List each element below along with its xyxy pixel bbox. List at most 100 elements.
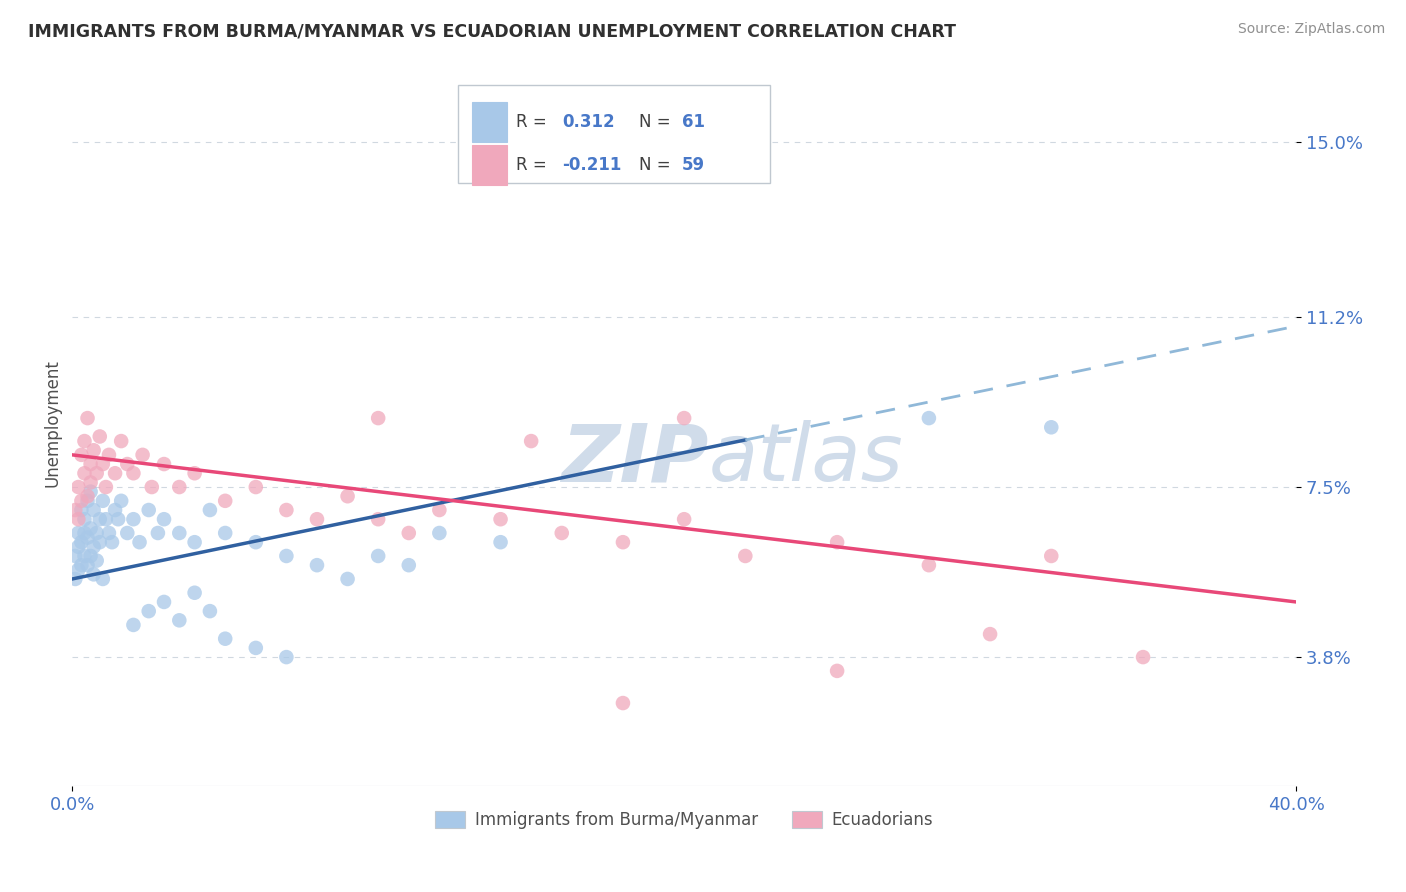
- Point: [276, 549, 298, 563]
- Point: [83, 443, 105, 458]
- Point: [79, 475, 101, 490]
- Point: [86, 526, 108, 541]
- Text: N =: N =: [638, 113, 676, 131]
- Point: [70, 558, 93, 573]
- Point: [79, 484, 101, 499]
- Point: [734, 549, 756, 563]
- Point: [65, 572, 87, 586]
- Point: [141, 480, 163, 494]
- Text: atlas: atlas: [709, 420, 904, 498]
- Point: [612, 535, 634, 549]
- Point: [825, 535, 848, 549]
- Point: [138, 604, 160, 618]
- Point: [79, 521, 101, 535]
- Point: [107, 512, 129, 526]
- Point: [89, 512, 111, 526]
- Point: [67, 540, 90, 554]
- Point: [104, 503, 127, 517]
- Point: [169, 480, 191, 494]
- Point: [183, 467, 205, 481]
- Point: [101, 535, 124, 549]
- Point: [398, 558, 420, 573]
- Point: [918, 558, 941, 573]
- Point: [153, 512, 176, 526]
- Point: [79, 457, 101, 471]
- Point: [128, 535, 150, 549]
- Point: [1132, 650, 1154, 665]
- Point: [122, 512, 145, 526]
- Text: 59: 59: [682, 156, 704, 175]
- Y-axis label: Unemployment: Unemployment: [44, 359, 60, 487]
- Point: [1040, 420, 1063, 434]
- Point: [214, 632, 236, 646]
- Bar: [472, 145, 506, 186]
- Point: [367, 411, 389, 425]
- Point: [520, 434, 543, 448]
- Point: [86, 553, 108, 567]
- Point: [97, 526, 120, 541]
- Point: [110, 434, 132, 448]
- Point: [70, 448, 93, 462]
- Text: IMMIGRANTS FROM BURMA/MYANMAR VS ECUADORIAN UNEMPLOYMENT CORRELATION CHART: IMMIGRANTS FROM BURMA/MYANMAR VS ECUADOR…: [28, 22, 956, 40]
- Point: [91, 493, 114, 508]
- Point: [336, 572, 359, 586]
- Point: [117, 526, 139, 541]
- Point: [83, 567, 105, 582]
- Point: [489, 512, 512, 526]
- Point: [673, 512, 696, 526]
- Point: [305, 512, 328, 526]
- Point: [367, 512, 389, 526]
- Text: R =: R =: [516, 156, 553, 175]
- Text: 61: 61: [682, 113, 704, 131]
- Point: [67, 526, 90, 541]
- Text: ZIP: ZIP: [561, 420, 709, 498]
- Point: [91, 572, 114, 586]
- Point: [73, 434, 96, 448]
- Point: [110, 493, 132, 508]
- Text: 0.312: 0.312: [562, 113, 614, 131]
- Point: [276, 503, 298, 517]
- Point: [73, 526, 96, 541]
- Point: [138, 503, 160, 517]
- Text: R =: R =: [516, 113, 553, 131]
- Point: [169, 613, 191, 627]
- Point: [245, 480, 267, 494]
- Point: [89, 535, 111, 549]
- Point: [214, 526, 236, 541]
- Point: [76, 531, 98, 545]
- Point: [79, 549, 101, 563]
- Point: [91, 457, 114, 471]
- Point: [427, 503, 450, 517]
- Point: [73, 467, 96, 481]
- Point: [146, 526, 169, 541]
- Point: [245, 535, 267, 549]
- Point: [94, 480, 117, 494]
- Point: [86, 467, 108, 481]
- Text: -0.211: -0.211: [562, 156, 621, 175]
- Point: [76, 558, 98, 573]
- Point: [153, 595, 176, 609]
- FancyBboxPatch shape: [458, 85, 770, 183]
- Point: [65, 549, 87, 563]
- Point: [131, 448, 153, 462]
- Point: [70, 493, 93, 508]
- Point: [73, 549, 96, 563]
- Point: [89, 429, 111, 443]
- Point: [67, 512, 90, 526]
- Point: [104, 467, 127, 481]
- Point: [673, 411, 696, 425]
- Point: [76, 489, 98, 503]
- Point: [612, 696, 634, 710]
- Point: [122, 467, 145, 481]
- Point: [305, 558, 328, 573]
- Point: [1040, 549, 1063, 563]
- Point: [76, 411, 98, 425]
- Point: [198, 604, 221, 618]
- Point: [245, 640, 267, 655]
- Legend: Immigrants from Burma/Myanmar, Ecuadorians: Immigrants from Burma/Myanmar, Ecuadoria…: [429, 804, 939, 836]
- Point: [489, 535, 512, 549]
- Point: [65, 503, 87, 517]
- Point: [918, 411, 941, 425]
- Point: [276, 650, 298, 665]
- Point: [153, 457, 176, 471]
